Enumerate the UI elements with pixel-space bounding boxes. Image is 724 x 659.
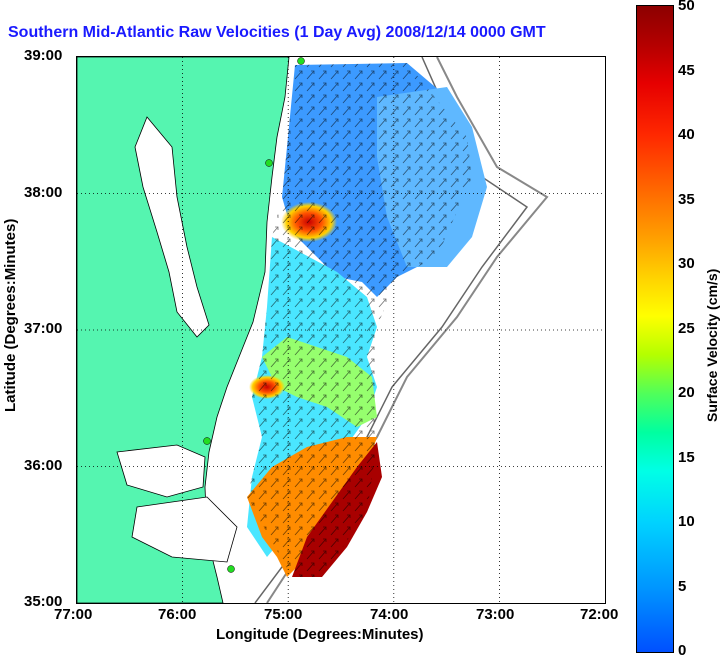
colorbar-tick: 0	[678, 642, 687, 659]
colorbar-tick: 35	[678, 191, 695, 208]
pamlico-sound	[131, 496, 238, 563]
colorbar-tick: 30	[678, 255, 695, 272]
map-svg	[77, 57, 605, 603]
y-tick-label: 36:00	[24, 457, 63, 474]
x-tick-label: 74:00	[370, 606, 409, 623]
chart-title: Southern Mid-Atlantic Raw Velocities (1 …	[8, 24, 546, 41]
colorbar-tick: 15	[678, 449, 695, 466]
colorbar-tick: 50	[678, 0, 695, 14]
x-tick-label: 76:00	[158, 606, 197, 623]
y-tick-label: 39:00	[24, 47, 63, 64]
x-tick-label: 72:00	[580, 606, 619, 623]
colorbar	[636, 5, 674, 653]
current-vectors	[247, 63, 472, 577]
y-tick-label: 38:00	[24, 184, 63, 201]
radar-station-marker	[227, 565, 235, 573]
radar-stations	[203, 57, 305, 573]
radar-station-marker	[203, 437, 211, 445]
chesapeake-bay	[134, 116, 210, 338]
y-tick-label: 35:00	[24, 593, 63, 610]
radar-station-marker	[297, 57, 305, 65]
grid-lines	[77, 57, 605, 603]
x-tick-label: 77:00	[54, 606, 93, 623]
x-tick-label: 73:00	[476, 606, 515, 623]
colorbar-tick: 20	[678, 384, 695, 401]
colorbar-tick: 5	[678, 578, 687, 595]
map-plot-area	[76, 56, 606, 604]
colorbar-tick: 25	[678, 320, 695, 337]
y-axis-title: Latitude (Degrees:Minutes)	[2, 218, 19, 412]
radar-station-marker	[265, 159, 273, 167]
y-tick-label: 37:00	[24, 320, 63, 337]
colorbar-tick: 10	[678, 513, 695, 530]
colorbar-tick: 45	[678, 62, 695, 79]
x-axis-title: Longitude (Degrees:Minutes)	[216, 626, 424, 643]
x-tick-label: 75:00	[264, 606, 303, 623]
colorbar-tick: 40	[678, 126, 695, 143]
colorbar-label: Surface Velocity (cm/s)	[704, 268, 720, 422]
